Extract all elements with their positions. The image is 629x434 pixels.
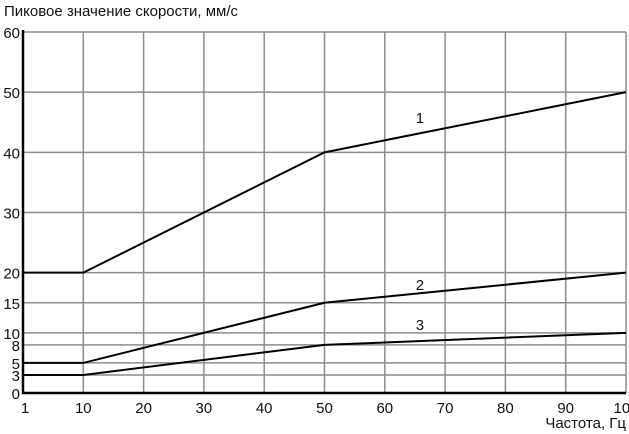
- x-tick-label: 100: [613, 400, 629, 417]
- x-tick-label: 40: [256, 400, 273, 417]
- y-tick-label: 5: [12, 356, 20, 373]
- x-tick-label: 70: [437, 400, 454, 417]
- y-tick-label: 3: [12, 368, 20, 385]
- y-tick-label: 40: [3, 145, 20, 162]
- series-lines: [23, 91, 627, 376]
- x-axis-label: Частота, Гц: [545, 415, 626, 432]
- y-tick-label: 10: [3, 326, 20, 343]
- y-tick-label: 30: [3, 206, 20, 223]
- x-tick-label: 80: [497, 400, 514, 417]
- series-line-3: [23, 331, 627, 376]
- series-label-2: 2: [416, 277, 424, 294]
- y-tick-label: 60: [3, 25, 20, 42]
- x-tick-label: 90: [557, 400, 574, 417]
- x-tick-label: 20: [135, 400, 152, 417]
- series-line-1: [23, 91, 627, 274]
- grid: [21, 30, 627, 395]
- x-tick-label: 10: [75, 400, 92, 417]
- tick-labels: 1102030405060708090100035810152030405060: [3, 25, 629, 417]
- y-tick-label: 8: [12, 338, 20, 355]
- y-axis-label: Пиковое значение скорости, мм/с: [4, 3, 239, 20]
- y-tick-label: 50: [3, 85, 20, 102]
- y-tick-label: 0: [12, 386, 20, 403]
- y-tick-label: 20: [3, 266, 20, 283]
- x-tick-label: 50: [316, 400, 333, 417]
- series-labels: 1 2 3: [416, 110, 424, 334]
- x-tick-label: 1: [21, 400, 29, 417]
- x-tick-label: 30: [196, 400, 213, 417]
- series-label-1: 1: [416, 110, 424, 127]
- series-label-3: 3: [416, 317, 424, 334]
- x-tick-label: 60: [376, 400, 393, 417]
- y-tick-label: 15: [3, 296, 20, 313]
- series-line-2: [23, 271, 627, 364]
